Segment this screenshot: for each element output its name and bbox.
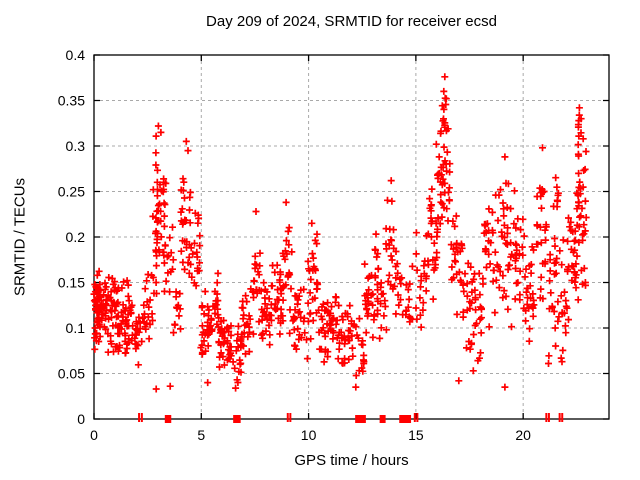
x-tick-label: 20 [515, 427, 531, 443]
gridlines [94, 55, 609, 419]
zero-block-marker [379, 415, 386, 423]
y-tick-label: 0 [77, 411, 85, 427]
chart-title: Day 209 of 2024, SRMTID for receiver ecs… [206, 13, 497, 30]
y-tick-label: 0.25 [58, 184, 85, 200]
x-tick-label: 5 [197, 427, 205, 443]
x-tick-label: 15 [408, 427, 424, 443]
y-tick-label: 0.35 [58, 93, 85, 109]
zero-block-marker [355, 415, 366, 423]
y-tick-label: 0.15 [58, 275, 85, 291]
y-tick-label: 0.2 [66, 229, 86, 245]
tick-marks [93, 54, 609, 420]
y-tick-label: 0.3 [66, 138, 86, 154]
zero-block-marker [399, 415, 412, 423]
y-tick-label: 0.1 [66, 320, 86, 336]
y-tick-label: 0.4 [66, 47, 86, 63]
x-axis-label: GPS time / hours [294, 452, 409, 469]
x-tick-label: 10 [301, 427, 317, 443]
zero-block-marker [233, 415, 241, 423]
data-points [90, 73, 590, 393]
x-tick-label: 0 [90, 427, 98, 443]
zero-tick-markers [138, 413, 564, 422]
y-tick-label: 0.05 [58, 366, 85, 382]
zero-block-marker [164, 415, 172, 423]
